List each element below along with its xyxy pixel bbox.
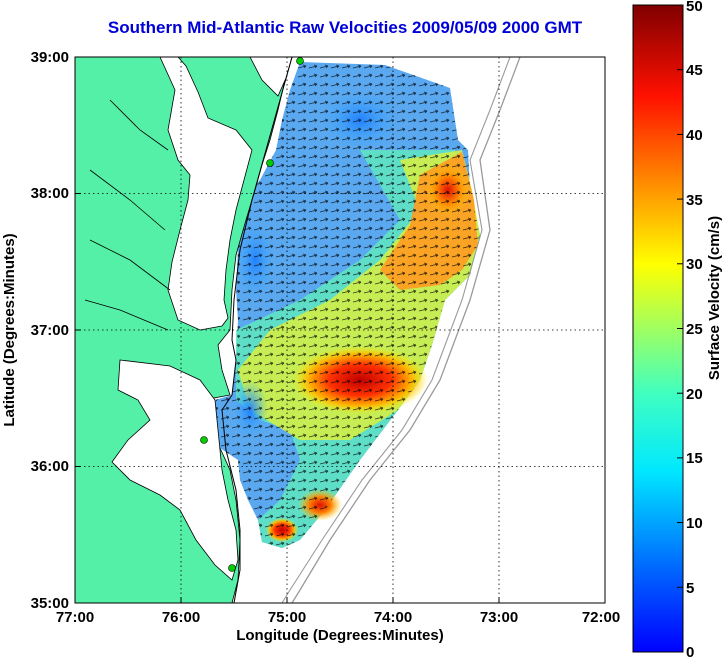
colorbar-tick-label: 25 [686,321,703,338]
x-tick-label: 74:00 [374,609,412,626]
colorbar-tick-label: 5 [686,580,694,597]
x-axis-label: Longitude (Degrees:Minutes) [236,627,444,644]
y-tick-label: 35:00 [31,595,69,612]
grid-lines [75,57,605,603]
station-marker [228,564,236,572]
map-title: Southern Mid-Atlantic Raw Velocities 200… [107,18,583,37]
x-tick-label: 77:00 [56,609,94,626]
station-marker [296,57,304,65]
x-tick-label: 73:00 [480,609,518,626]
colorbar-tick-label: 50 [686,0,703,15]
colorbar-tick-label: 0 [686,644,694,659]
station-marker [266,159,274,167]
colorbar-tick-label: 30 [686,256,703,273]
y-axis-label: Latitude (Degrees:Minutes) [1,233,18,426]
y-tick-label: 38:00 [31,185,69,202]
colorbar-label: Surface Velocity (cm/s) [706,216,723,380]
colorbar-tick-label: 35 [686,192,703,209]
y-tick-label: 37:00 [31,322,69,339]
colorbar-tick-label: 10 [686,515,703,532]
colorbar-tick-label: 40 [686,127,703,144]
station-marker [200,436,208,444]
y-tick-label: 36:00 [31,458,69,475]
colorbar [632,4,684,653]
colorbar-tick-label: 15 [686,450,703,467]
colorbar-tick-label: 20 [686,386,703,403]
x-tick-label: 72:00 [582,609,620,626]
x-tick-label: 75:00 [268,609,306,626]
x-tick-label: 76:00 [162,609,200,626]
pamlico-sound [111,359,239,581]
y-tick-label: 39:00 [31,49,69,66]
map-area [75,57,605,603]
colorbar-tick-label: 45 [686,62,703,79]
